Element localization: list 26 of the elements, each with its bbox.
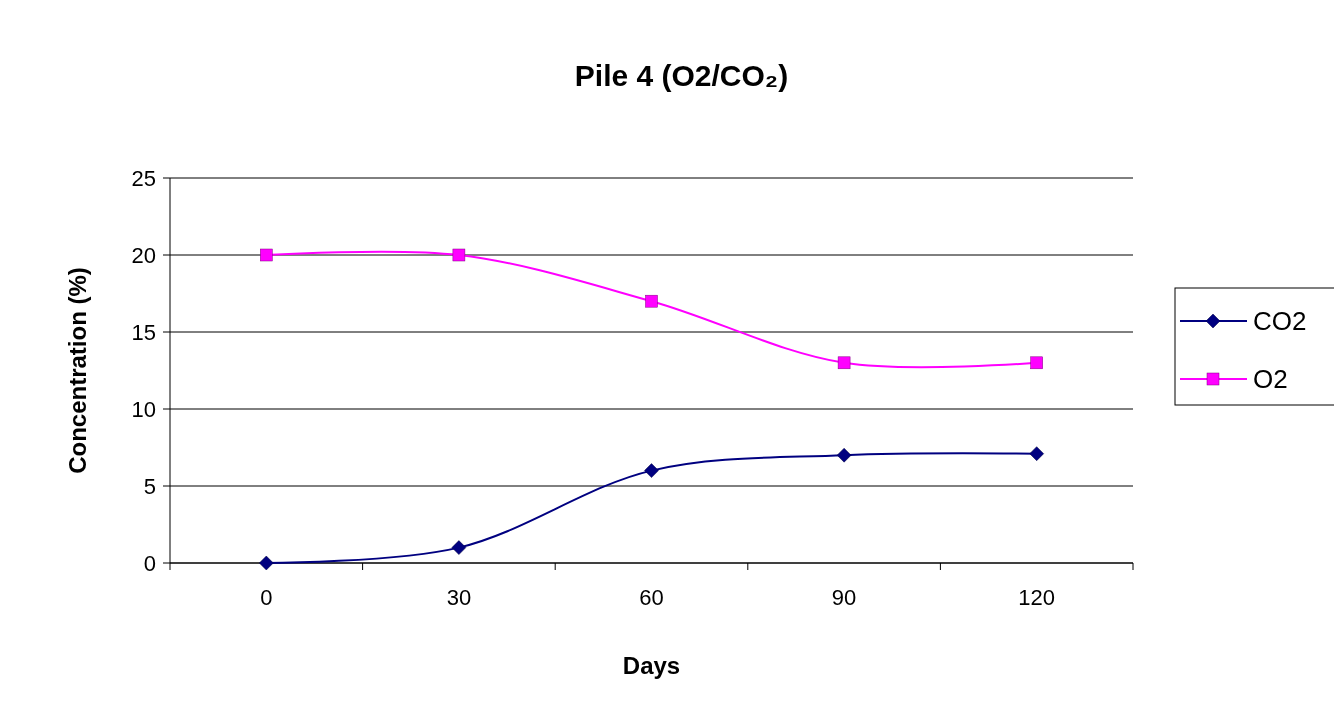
y-tick-label: 20 (131, 242, 156, 268)
x-tick-label: 0 (260, 585, 273, 610)
point (1029, 446, 1044, 461)
point (259, 555, 274, 571)
point (452, 248, 466, 262)
point (451, 540, 467, 555)
y-tick-label: 0 (143, 550, 156, 576)
legend-label: CO2 (1253, 306, 1307, 337)
y-tick-label: 5 (143, 473, 156, 499)
x-tick-label: 90 (831, 585, 857, 610)
x-tick-label: 30 (446, 585, 472, 610)
legend-label: O2 (1253, 364, 1288, 395)
point (645, 294, 658, 308)
x-axis-title: Days (622, 652, 681, 679)
point (836, 447, 852, 463)
point (644, 463, 659, 478)
y-tick-label: 15 (131, 319, 156, 345)
y-tick-label: 10 (131, 396, 156, 422)
point (837, 356, 851, 370)
y-tick-label: 25 (131, 165, 156, 191)
y-axis-title: Concentration (%) (64, 267, 91, 474)
x-tick-label: 120 (1018, 585, 1056, 610)
point (1030, 356, 1043, 370)
x-tick-label: 60 (639, 585, 664, 610)
point (260, 248, 273, 262)
chart-title: Pile 4 (O2/CO₂) (574, 59, 789, 92)
